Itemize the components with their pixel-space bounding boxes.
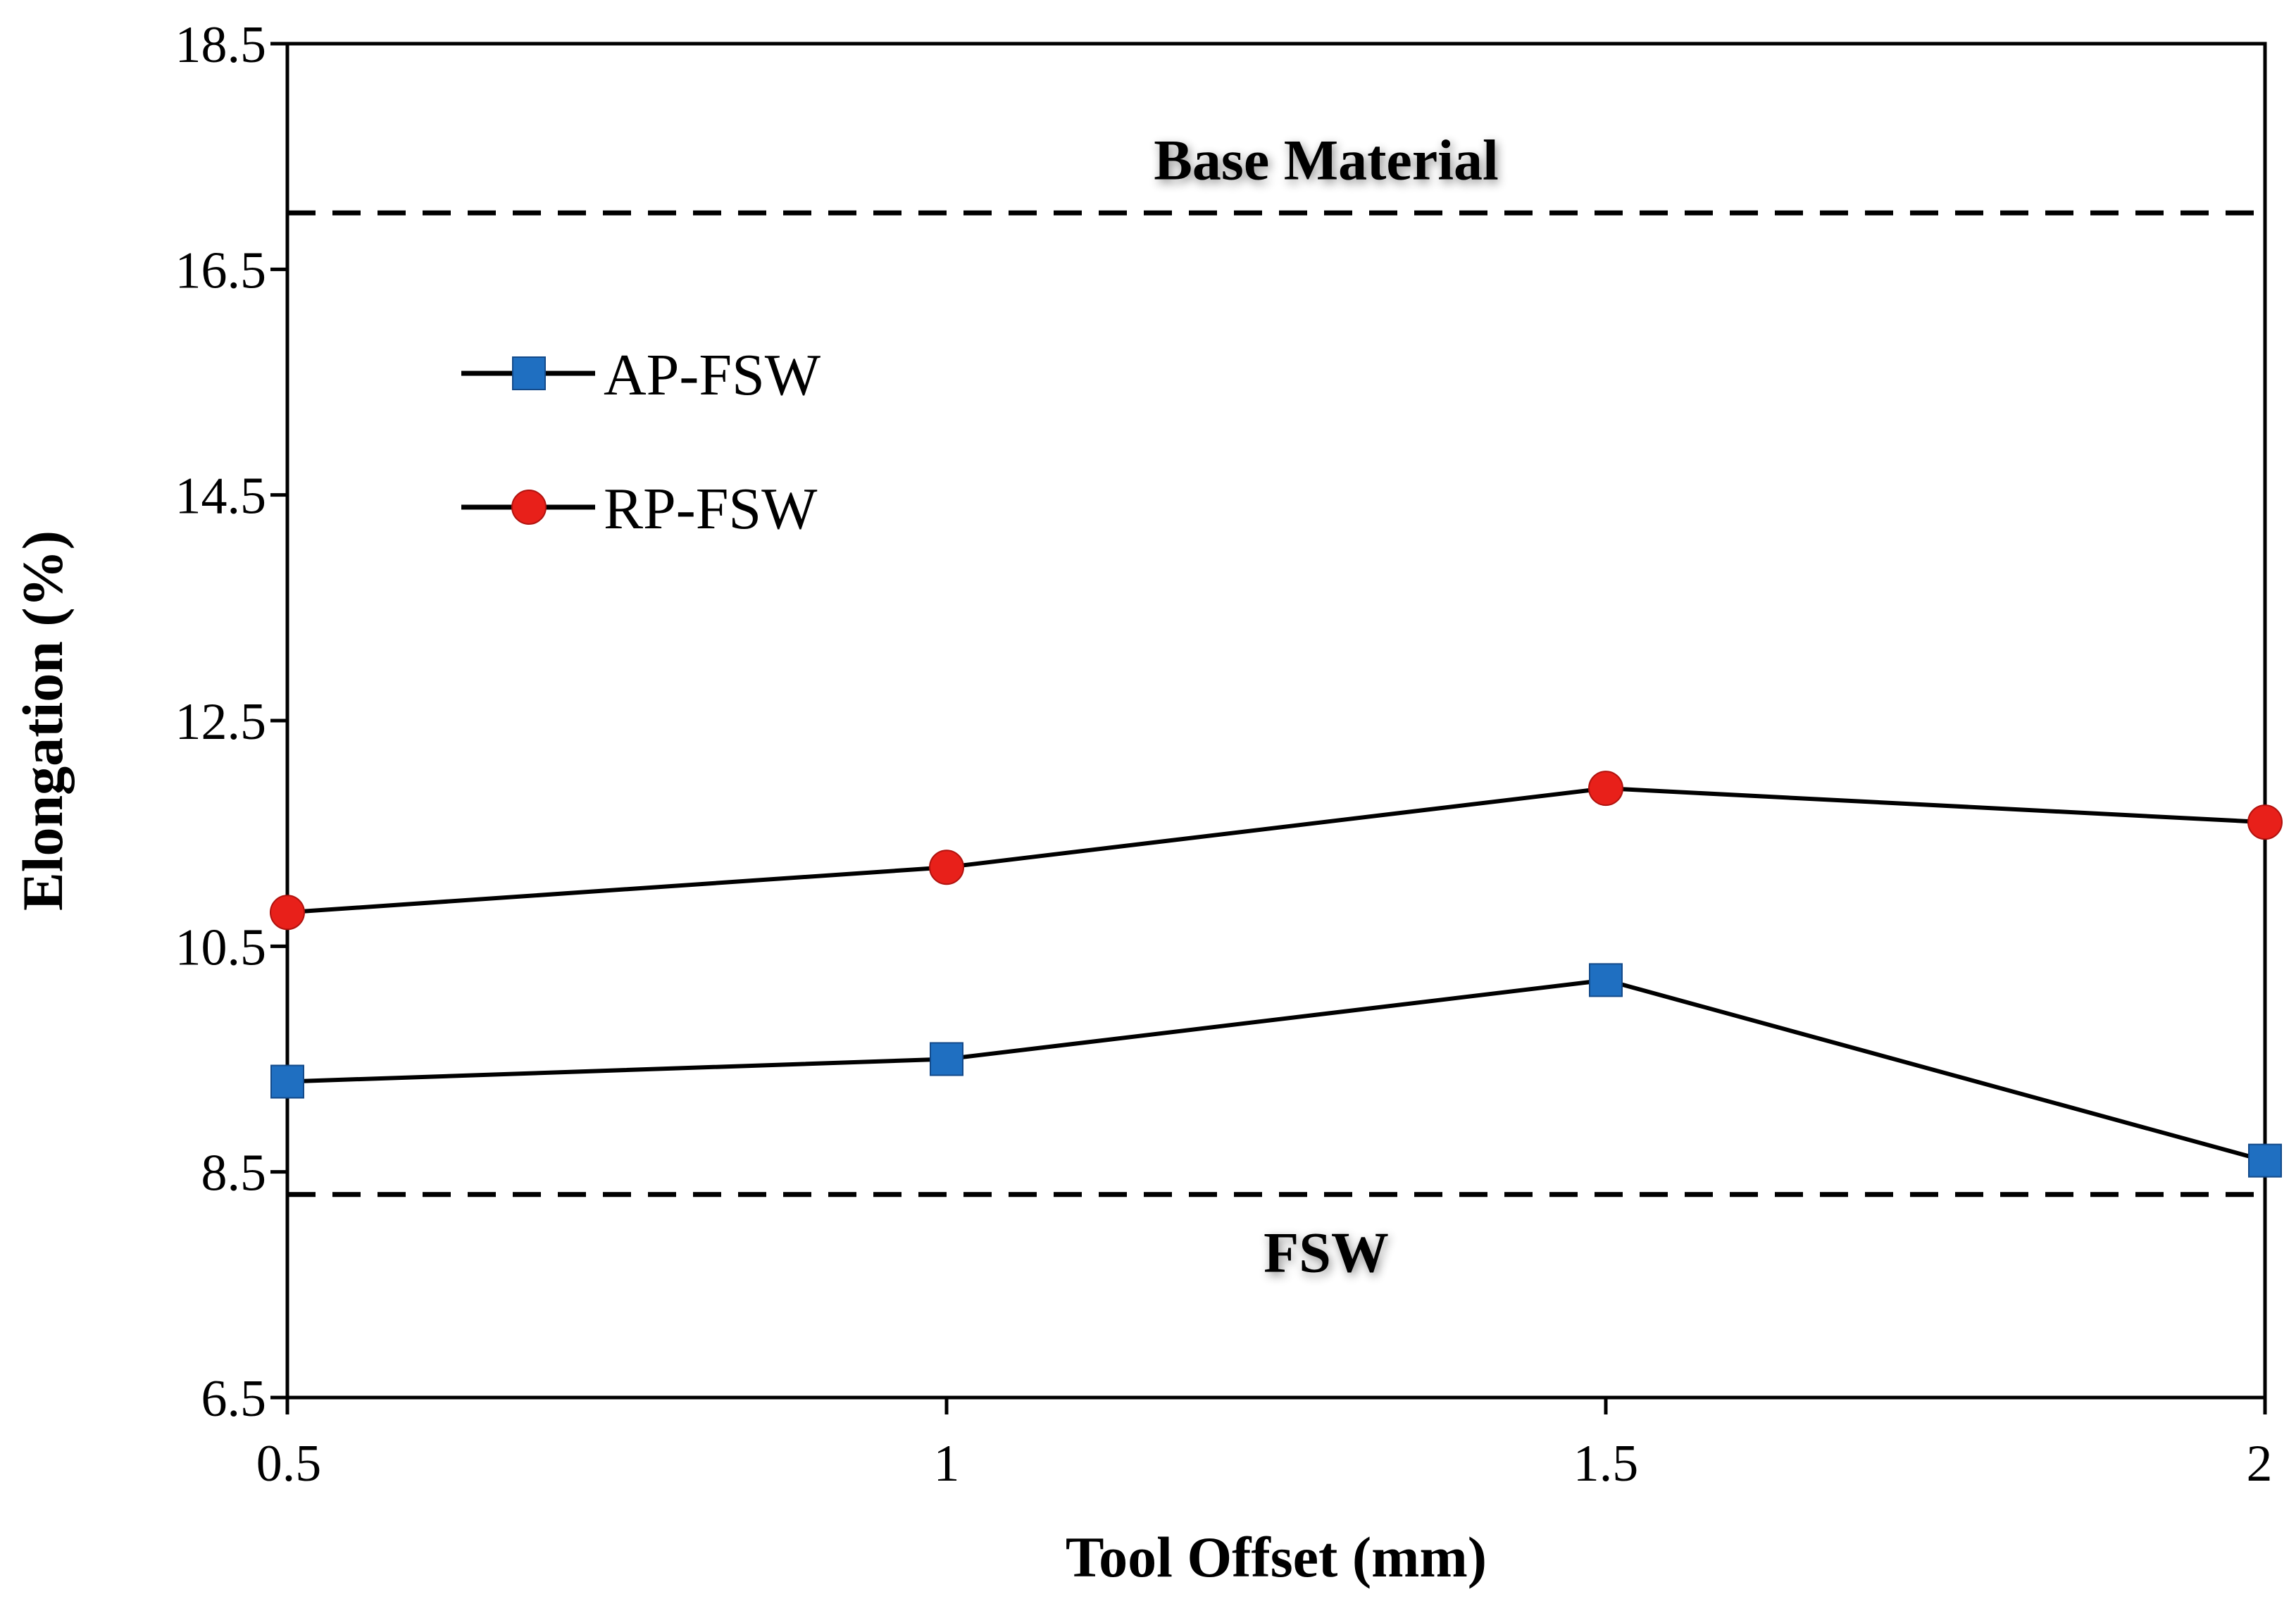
- fsw-reference-label: FSW: [1264, 1221, 1389, 1285]
- x-tick-label: 2: [2247, 1435, 2273, 1493]
- reference-lines: Base Material FSW: [287, 127, 2265, 1285]
- series-markers: [270, 771, 2283, 1178]
- ap-fsw-point: [2248, 1143, 2282, 1178]
- y-tick-label: 16.5: [175, 242, 267, 299]
- x-tick-label: 1: [934, 1435, 960, 1493]
- ap-fsw-point: [270, 1064, 304, 1099]
- legend: AP-FSW RP-FSW: [461, 342, 821, 542]
- x-tick-label: 1.5: [1573, 1435, 1639, 1493]
- base-material-reference-label: Base Material: [1154, 127, 1499, 192]
- legend-rp-fsw-label: RP-FSW: [604, 476, 818, 542]
- series-lines: [287, 786, 2266, 1163]
- legend-rp-fsw-marker: [511, 490, 547, 525]
- rp-fsw-point: [929, 850, 964, 885]
- ap-fsw-point: [1589, 963, 1623, 997]
- y-tick-label: 6.5: [201, 1370, 267, 1428]
- x-tick-label: 0.5: [256, 1435, 322, 1493]
- rp-fsw-point: [1588, 771, 1623, 807]
- y-tick-label: 10.5: [175, 919, 267, 976]
- rp-fsw-line: [287, 786, 2266, 915]
- x-axis-title: Tool Offset (mm): [1066, 1525, 1487, 1589]
- legend-ap-fsw-marker: [512, 356, 546, 390]
- y-tick-label: 12.5: [175, 693, 267, 751]
- rp-fsw-point: [2247, 804, 2283, 840]
- legend-ap-fsw-label: AP-FSW: [604, 342, 821, 408]
- rp-fsw-point: [270, 895, 305, 931]
- y-tick-label: 18.5: [175, 16, 267, 74]
- ap-fsw-point: [930, 1042, 963, 1076]
- ap-fsw-line: [287, 978, 2266, 1163]
- y-axis-title: Elongation (%): [11, 530, 75, 911]
- y-axis-ticks: 6.5 8.5 10.5 12.5 14.5 16.5 18.5: [175, 16, 287, 1428]
- y-tick-label: 8.5: [201, 1145, 267, 1202]
- x-axis-ticks: 0.5 1 1.5 2: [256, 1398, 2273, 1493]
- plot-area-frame: [285, 42, 2267, 1400]
- y-tick-label: 14.5: [175, 468, 267, 525]
